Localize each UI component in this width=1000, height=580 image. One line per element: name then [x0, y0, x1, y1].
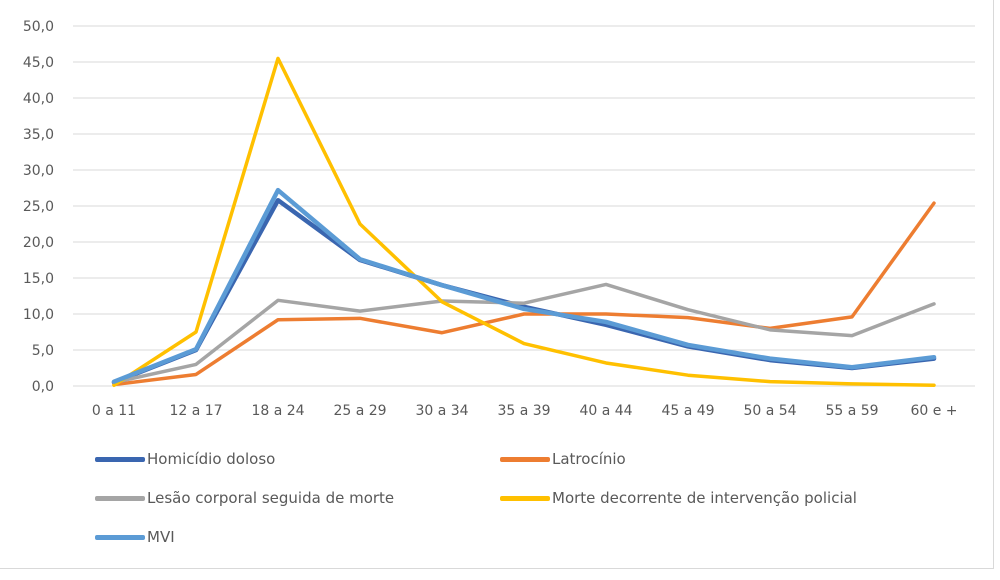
legend-label: Homicídio doloso [147, 450, 276, 468]
x-tick-label: 18 a 24 [251, 403, 304, 419]
chart-frame [0, 0, 994, 569]
x-tick-label: 55 a 59 [825, 403, 878, 419]
series-line-3 [112, 56, 936, 388]
legend-label: Latrocínio [552, 450, 626, 468]
y-tick-label: 20,0 [23, 235, 54, 251]
legend-item-lesao: Lesão corporal seguida de morte [95, 489, 394, 507]
legend-swatch [95, 495, 145, 501]
series-line-4 [111, 187, 937, 384]
x-axis-ticks: 0 a 11 12 a 17 18 a 24 25 a 29 30 a 34 35 a 3… [92, 403, 958, 419]
x-tick-label: 12 a 17 [169, 403, 222, 419]
y-tick-label: 40,0 [23, 91, 54, 107]
y-tick-label: 30,0 [23, 163, 54, 179]
legend-item-latrocinio: Latrocínio [500, 450, 626, 468]
legend-item-homicidio: Homicídio doloso [95, 450, 275, 468]
legend-label: MVI [147, 528, 175, 546]
y-tick-label: 50,0 [23, 19, 54, 35]
legend-swatch [500, 456, 550, 462]
y-tick-label: 0,0 [32, 379, 54, 395]
y-tick-label: 25,0 [23, 199, 54, 215]
legend-label: Lesão corporal seguida de morte [147, 489, 395, 507]
series-line-1 [112, 201, 936, 387]
y-tick-label: 10,0 [23, 307, 54, 323]
x-tick-label: 45 a 49 [661, 403, 714, 419]
series-lines [111, 56, 937, 388]
y-tick-label: 15,0 [23, 271, 54, 287]
x-tick-label: 60 e + [910, 403, 957, 419]
x-tick-label: 35 a 39 [497, 403, 550, 419]
series-line-0 [111, 197, 937, 385]
y-axis-ticks: 0,0 5,0 10,0 15,0 20,0 25,0 30,0 35,0 40,0 45,0 50… [23, 19, 54, 395]
x-tick-label: 50 a 54 [743, 403, 796, 419]
legend-item-morte-intervencao: Morte decorrente de intervenção policial [500, 489, 857, 507]
y-tick-label: 35,0 [23, 127, 54, 143]
legend-swatch [95, 534, 145, 540]
legend-swatch [95, 456, 145, 462]
y-tick-label: 45,0 [23, 55, 54, 71]
x-tick-label: 40 a 44 [579, 403, 632, 419]
series-line-2 [112, 282, 936, 385]
x-tick-label: 30 a 34 [415, 403, 468, 419]
gridlines [73, 25, 975, 387]
x-tick-label: 0 a 11 [92, 403, 136, 419]
line-chart: 0,0 5,0 10,0 15,0 20,0 25,0 30,0 35,0 40,0 45,0 50… [23, 19, 975, 419]
x-tick-label: 25 a 29 [333, 403, 386, 419]
y-tick-label: 5,0 [32, 343, 54, 359]
legend-label: Morte decorrente de intervenção policial [552, 489, 857, 507]
legend-item-mvi: MVI [95, 528, 175, 546]
legend-swatch [500, 495, 550, 501]
